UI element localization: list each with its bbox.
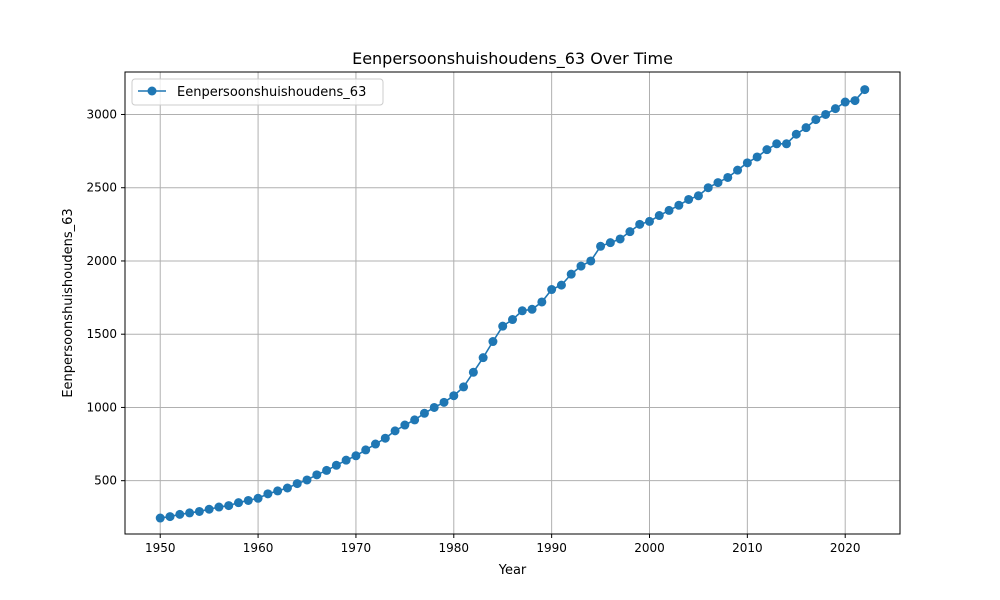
data-point [781, 139, 791, 149]
data-point [547, 285, 557, 295]
data-point [165, 512, 175, 522]
data-point [155, 513, 165, 523]
data-point [684, 194, 694, 204]
data-point [439, 397, 449, 407]
data-point [273, 486, 283, 496]
plot-frame [124, 71, 901, 535]
data-point [586, 256, 596, 266]
data-point [703, 183, 713, 193]
data-point [830, 104, 840, 114]
data-point [654, 211, 664, 221]
data-point [723, 172, 733, 182]
data-point [253, 493, 263, 503]
data-point [488, 337, 498, 347]
data-point [615, 234, 625, 244]
data-point [351, 451, 361, 461]
x-tick-label: 1950 [145, 541, 176, 555]
data-point [742, 158, 752, 168]
data-point [840, 97, 850, 107]
data-point [693, 191, 703, 201]
x-tick-label: 1990 [536, 541, 567, 555]
data-point [449, 391, 459, 401]
y-tick-label: 500 [94, 474, 117, 488]
data-point [429, 402, 439, 412]
data-point [459, 382, 469, 392]
data-point [312, 470, 322, 480]
data-point [566, 269, 576, 279]
x-tick-label: 1970 [341, 541, 372, 555]
data-point [371, 439, 381, 449]
data-point [204, 504, 214, 514]
x-tick-label: 2000 [634, 541, 665, 555]
data-point [282, 483, 292, 493]
legend-marker-swatch [147, 86, 157, 96]
grid [125, 72, 900, 534]
series-layer [155, 85, 870, 523]
data-point [390, 426, 400, 436]
x-tick-label: 2020 [830, 541, 861, 555]
data-point [331, 460, 341, 470]
data-point [733, 165, 743, 175]
y-tick-label: 2500 [86, 181, 117, 195]
x-tick-label: 1980 [439, 541, 470, 555]
data-point [527, 304, 537, 314]
data-point [243, 495, 253, 505]
y-tick-label: 1000 [86, 400, 117, 414]
data-point [341, 455, 351, 465]
data-point [419, 408, 429, 418]
data-point [556, 280, 566, 290]
x-tick-label: 1960 [243, 541, 274, 555]
data-point [644, 216, 654, 226]
data-point [194, 506, 204, 516]
data-point [850, 96, 860, 106]
chart-title: Eenpersoonshuishoudens_63 Over Time [352, 49, 673, 69]
data-point [791, 129, 801, 139]
data-point [498, 321, 508, 331]
y-tick-label: 1500 [86, 327, 117, 341]
data-point [302, 475, 312, 485]
data-point [772, 139, 782, 149]
data-point [752, 152, 762, 162]
x-tick-label: 2010 [732, 541, 763, 555]
x-axis-label: Year [498, 563, 527, 578]
data-point [214, 502, 224, 512]
data-point [674, 200, 684, 210]
y-tick-label: 3000 [86, 107, 117, 121]
data-point [292, 479, 302, 489]
data-point [263, 489, 273, 499]
data-point [625, 227, 635, 237]
data-point [410, 415, 420, 425]
data-point [478, 353, 488, 363]
data-point [801, 123, 811, 133]
data-point [508, 315, 517, 325]
data-point [596, 241, 606, 251]
data-point [635, 219, 645, 229]
data-point [762, 145, 772, 155]
ticks: 1950 1960 1970 1980 1990 2000 2010 2020 500 1000 1… [86, 107, 860, 555]
data-point [322, 465, 332, 475]
data-point [234, 498, 244, 508]
data-point [860, 85, 870, 95]
data-point [175, 509, 185, 519]
data-point [537, 297, 547, 307]
data-point [811, 115, 821, 125]
data-point [664, 205, 674, 215]
data-point [400, 420, 410, 430]
y-axis-label: Eenpersoonshuishoudens_63 [61, 208, 76, 397]
data-point [576, 261, 586, 271]
legend-box [131, 78, 384, 106]
y-tick-label: 2000 [86, 254, 117, 268]
data-point [517, 306, 527, 316]
data-point [185, 508, 195, 518]
data-point [821, 109, 831, 119]
data-point [605, 238, 615, 248]
legend: Eenpersoonshuishoudens_63 [131, 78, 384, 106]
data-point [361, 445, 371, 455]
data-point [713, 178, 723, 188]
data-point [380, 433, 390, 443]
data-point [468, 367, 478, 377]
data-point [224, 501, 234, 511]
legend-label: Eenpersoonshuishoudens_63 [177, 85, 366, 100]
